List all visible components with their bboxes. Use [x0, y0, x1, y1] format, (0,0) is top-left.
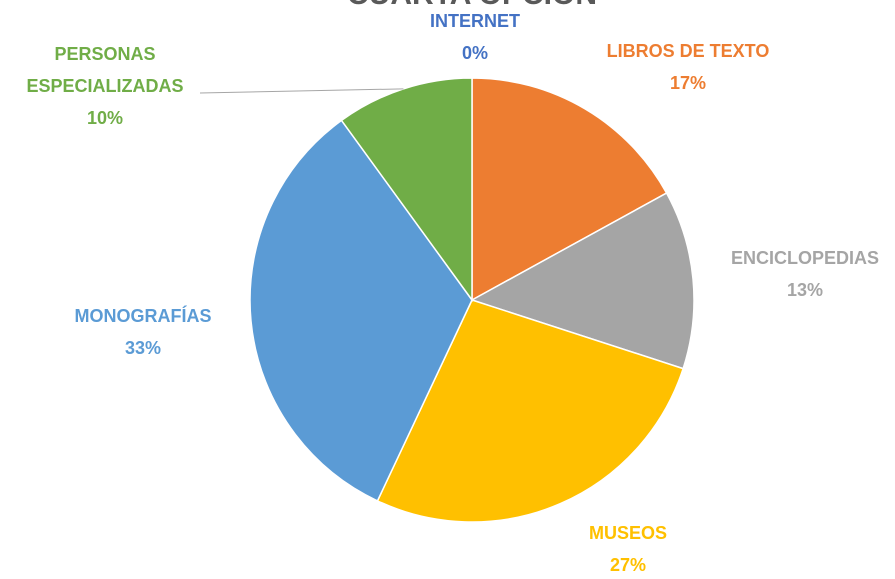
value-label: 27% — [609, 555, 647, 575]
category-label: MUSEOS — [588, 523, 667, 543]
chart-title: CUARTA OPCIÓN — [347, 0, 597, 12]
category-label: PERSONAS ESPECIALIZADAS — [26, 44, 184, 96]
pie-slice — [471, 77, 668, 302]
data-label: MONOGRAFÍAS 33% — [43, 300, 243, 364]
category-label: LIBROS DE TEXTO — [606, 41, 770, 61]
data-label: MUSEOS 27% — [548, 517, 708, 579]
value-label: 17% — [669, 73, 707, 93]
data-label: PERSONAS ESPECIALIZADAS 10% — [10, 38, 200, 134]
value-label: 0% — [461, 43, 488, 63]
data-label: INTERNET 0% — [375, 5, 575, 69]
value-label: 13% — [786, 280, 824, 300]
category-label: INTERNET — [430, 11, 520, 31]
pie-slice — [249, 119, 473, 502]
data-label: ENCICLOPEDIAS 13% — [705, 242, 895, 306]
value-label: 10% — [86, 108, 124, 128]
leader-line — [199, 88, 404, 94]
pie-slice — [376, 299, 685, 523]
category-label: ENCICLOPEDIAS — [730, 248, 880, 268]
data-label: LIBROS DE TEXTO 17% — [568, 35, 808, 99]
pie-slice — [470, 192, 695, 370]
value-label: 33% — [124, 338, 162, 358]
pie-slice — [340, 77, 473, 303]
category-label: MONOGRAFÍAS — [74, 306, 212, 326]
